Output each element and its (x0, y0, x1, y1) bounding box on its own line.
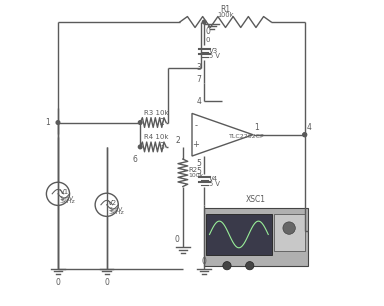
Text: R3 10k: R3 10k (144, 110, 169, 116)
Text: XSC1: XSC1 (246, 195, 266, 204)
FancyBboxPatch shape (273, 214, 305, 251)
Text: 5 V: 5 V (209, 181, 220, 187)
Text: 0: 0 (104, 278, 109, 287)
Text: 3: 3 (196, 63, 201, 72)
Circle shape (138, 121, 142, 124)
Text: 0: 0 (202, 257, 207, 266)
Text: 0: 0 (206, 27, 210, 35)
Text: R1: R1 (220, 6, 230, 14)
Text: 7: 7 (196, 75, 201, 84)
Text: 1: 1 (46, 118, 50, 127)
Circle shape (223, 262, 231, 270)
Text: TLC2262CP: TLC2262CP (228, 134, 264, 139)
FancyBboxPatch shape (206, 214, 271, 255)
Text: 5 V: 5 V (209, 53, 220, 59)
Text: V3: V3 (209, 48, 218, 54)
Text: 0: 0 (175, 235, 180, 244)
Text: 3kHz: 3kHz (108, 210, 124, 215)
Text: 2: 2 (175, 136, 180, 145)
Circle shape (246, 262, 254, 270)
Circle shape (202, 20, 206, 24)
Text: R2: R2 (188, 167, 197, 173)
Text: 4: 4 (306, 123, 311, 132)
Circle shape (283, 222, 295, 234)
Text: V2: V2 (108, 200, 118, 206)
Text: 1: 1 (255, 123, 259, 132)
Text: V1: V1 (60, 189, 69, 195)
Text: 3mV: 3mV (108, 207, 122, 211)
Text: 0: 0 (56, 278, 60, 287)
Text: 5: 5 (196, 167, 201, 176)
Text: 0: 0 (206, 37, 210, 43)
Text: 100k: 100k (188, 173, 204, 178)
Text: 100k: 100k (217, 12, 234, 18)
Circle shape (303, 133, 306, 136)
Circle shape (56, 121, 60, 124)
Text: -: - (194, 121, 197, 130)
Text: V4: V4 (209, 176, 218, 182)
Text: 4: 4 (196, 97, 201, 106)
Text: 2: 2 (160, 118, 165, 127)
Text: 5: 5 (196, 159, 201, 168)
Circle shape (138, 145, 142, 149)
Text: 1mV: 1mV (60, 196, 74, 200)
Text: 3kHz: 3kHz (60, 199, 75, 204)
Text: 6: 6 (132, 155, 137, 164)
Text: +: + (192, 140, 199, 149)
Text: R4 10k: R4 10k (144, 134, 169, 140)
Text: 3: 3 (160, 142, 165, 151)
FancyBboxPatch shape (204, 208, 308, 266)
Circle shape (303, 133, 306, 136)
